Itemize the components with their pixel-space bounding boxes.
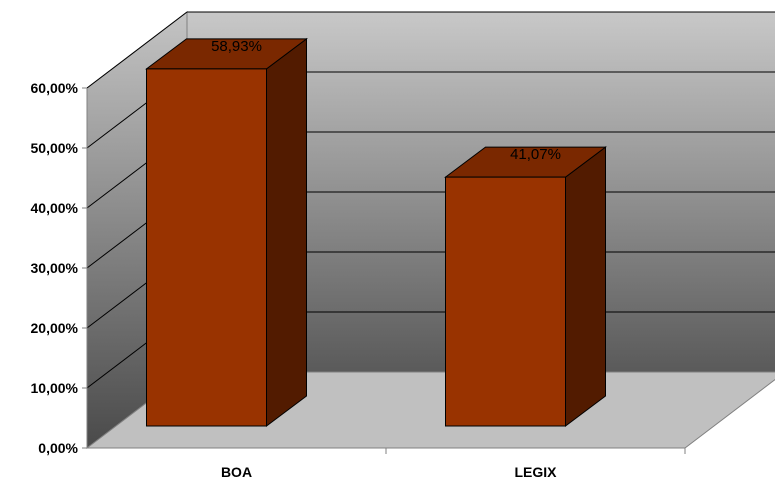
y-axis: 0,00% 10,00% 20,00% 30,00% 40,00% 50,00% 60,00… <box>31 80 686 456</box>
bar-front <box>445 176 566 427</box>
bar-side <box>266 37 307 427</box>
y-tick-label: 40,00% <box>31 200 79 216</box>
bar-legix <box>444 146 607 427</box>
data-label-legix: 41,07% <box>510 146 561 163</box>
y-tick-label: 20,00% <box>31 320 79 336</box>
category-label-boa: BOA <box>221 464 252 480</box>
labels: 58,93% BOA 41,07% LEGIX <box>211 38 561 480</box>
gridline <box>86 11 188 89</box>
y-tick-label: 0,00% <box>38 440 78 456</box>
category-label-legix: LEGIX <box>514 464 557 480</box>
bar-boa <box>145 37 308 427</box>
y-tick-label: 10,00% <box>31 380 79 396</box>
bar-front <box>146 68 267 427</box>
y-tick-label: 50,00% <box>31 140 79 156</box>
bars <box>145 37 607 427</box>
data-label-boa: 58,93% <box>211 38 262 55</box>
y-tick-label: 30,00% <box>31 260 79 276</box>
bar-side <box>565 146 606 427</box>
y-tick-label: 60,00% <box>31 80 79 96</box>
